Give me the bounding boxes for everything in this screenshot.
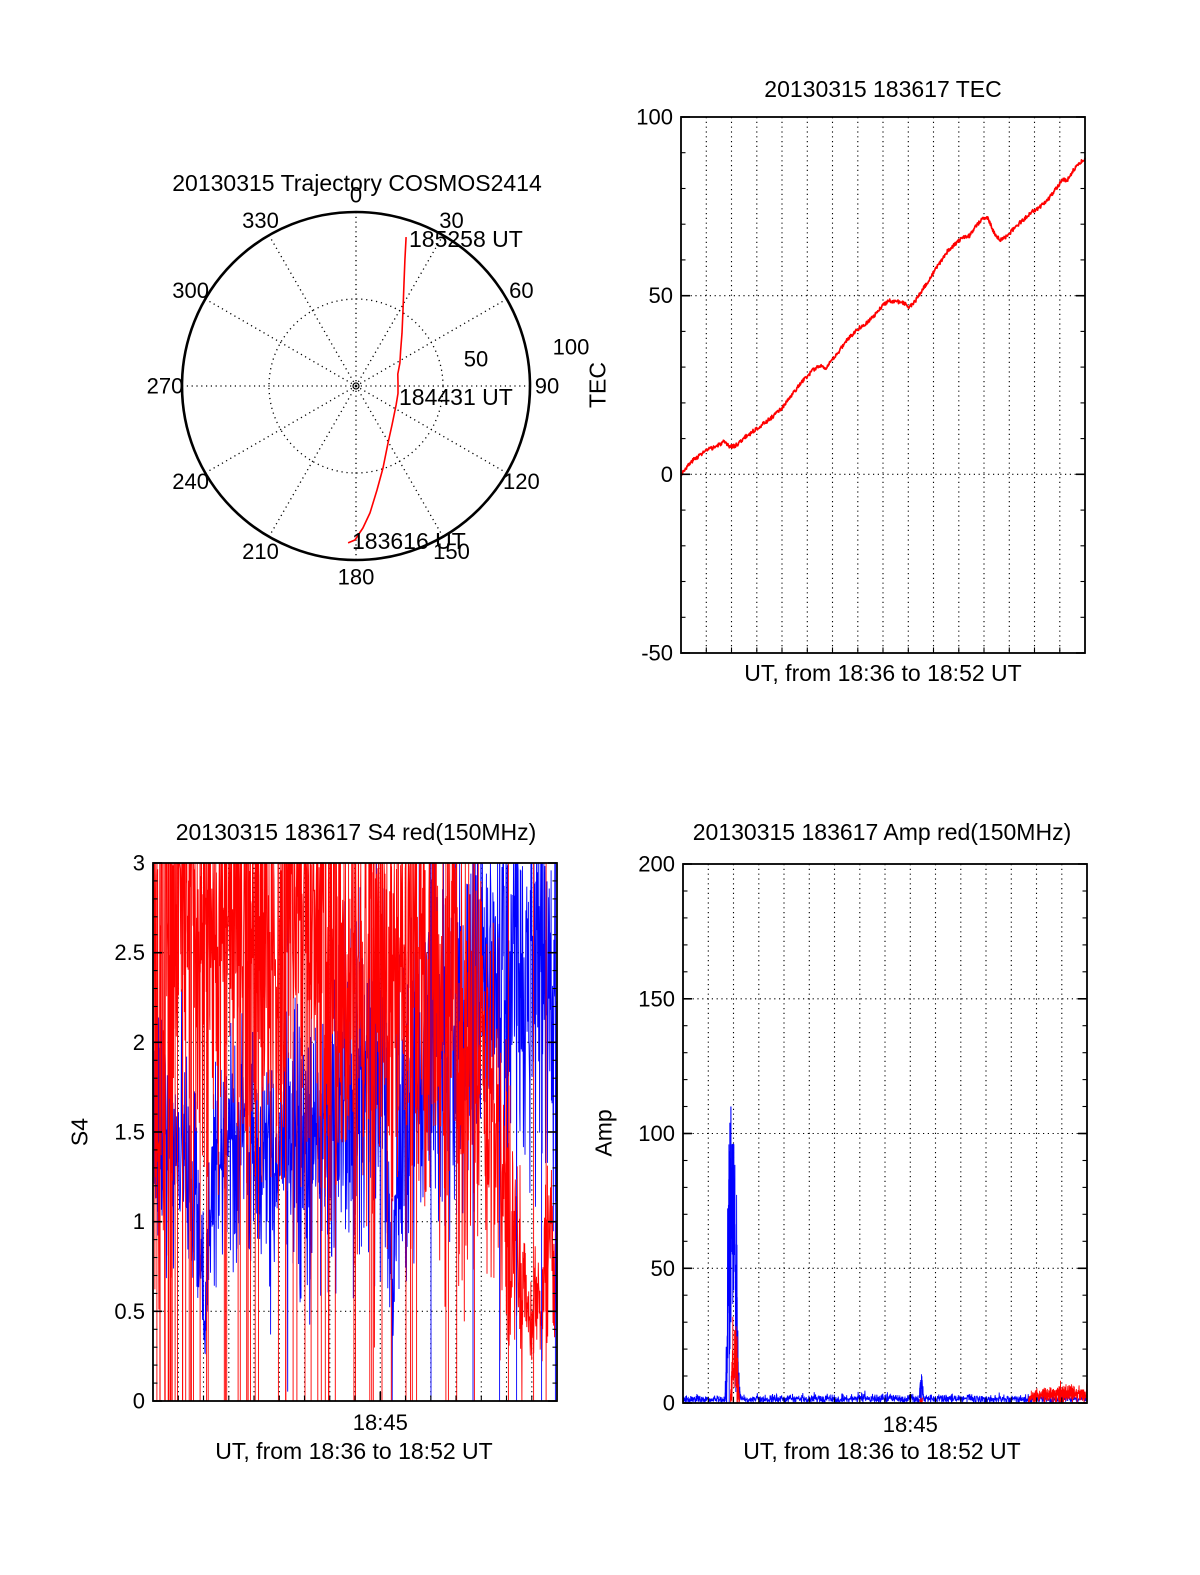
s4-ytick-label: 2.5: [114, 940, 145, 965]
tec-xaxis-label: UT, from 18:36 to 18:52 UT: [744, 660, 1022, 686]
polar-radial-label: 50: [464, 347, 488, 372]
amp-noise-blue: [740, 1390, 920, 1405]
polar-angle-label: 120: [503, 469, 540, 494]
polar-angle-label: 0: [350, 183, 362, 208]
polar-spoke: [268, 234, 357, 387]
polar-angle-label: 90: [535, 374, 559, 399]
s4-noise-red(150MHz): [152, 862, 558, 1402]
amp-xtick-label: 18:45: [883, 1412, 938, 1437]
s4-yaxis-label: S4: [66, 1117, 93, 1147]
polar-angle-label: 300: [172, 278, 209, 303]
amp-plot-title: 20130315 183617 Amp red(150MHz): [692, 819, 1072, 845]
tec-plot: 100 50 0 -50: [636, 105, 1086, 666]
polar-angle-label: 330: [242, 208, 279, 233]
tec-ytick-label: 0: [661, 462, 673, 487]
polar-angle-label: 60: [509, 278, 533, 303]
amp-ytick-label: 200: [638, 852, 675, 877]
polar-plot-title: 20130315 Trajectory COSMOS2414: [172, 170, 542, 196]
polar-spoke: [268, 385, 357, 538]
satellite-trajectory: [347, 237, 407, 544]
amp-yaxis-label: Amp: [590, 1109, 617, 1157]
polar-spoke: [355, 234, 444, 387]
trajectory-time-annotation: 185258 UT: [409, 226, 523, 252]
polar-center-mark: [352, 382, 360, 390]
s4-xaxis-label: UT, from 18:36 to 18:52 UT: [215, 1438, 493, 1464]
s4-ytick-label: 0.5: [114, 1299, 145, 1324]
s4-noise-blue: [152, 862, 558, 1402]
tec-yaxis-label: TEC: [584, 362, 611, 408]
polar-angle-label: 30: [439, 208, 463, 233]
polar-spoke: [204, 298, 357, 387]
amp-ytick-label: 150: [638, 986, 675, 1011]
polar-angle-label: 240: [172, 469, 209, 494]
s4-ytick-label: 2: [133, 1030, 145, 1055]
amp-noise-blue: [918, 1374, 925, 1403]
s4-ytick-label: 1.5: [114, 1120, 145, 1145]
amp-noise-blue: [682, 1393, 726, 1405]
tec-ytick-label: 50: [649, 283, 673, 308]
s4-ytick-label: 0: [133, 1389, 145, 1414]
polar-ring-50: [268, 298, 444, 474]
amp-ytick-label: 100: [638, 1121, 675, 1146]
amp-noise-red(150MHz): [729, 1316, 741, 1403]
s4-ytick-label: 3: [133, 851, 145, 876]
amp-ytick-label: 50: [651, 1256, 675, 1281]
tec-series-TEC: [680, 157, 1086, 477]
amp-plot: 200 150 100 50 0 18:45: [638, 852, 1088, 1437]
polar-outer-circle: [180, 210, 532, 562]
s4-plot-title: 20130315 183617 S4 red(150MHz): [175, 819, 537, 845]
polar-angle-label: 210: [242, 539, 279, 564]
amp-xaxis-label: UT, from 18:36 to 18:52 UT: [743, 1438, 1021, 1464]
polar-angle-label: 180: [338, 565, 375, 590]
polar-radial-label: 100: [553, 335, 590, 360]
trajectory-time-annotation: 184431 UT: [399, 384, 513, 410]
tec-axes-border: [680, 116, 1086, 654]
s4-plot: 3 2.5 2 1.5 1 0.5 0 18:45: [114, 851, 558, 1435]
trajectory-time-annotation: 183616 UT: [352, 528, 466, 554]
polar-angle-label: 150: [433, 539, 470, 564]
s4-ytick-label: 1: [133, 1209, 145, 1234]
amp-ytick-label: 0: [663, 1391, 675, 1416]
s4-xtick-label: 18:45: [353, 1410, 408, 1435]
polar-plot: 0 30 60 90 120 150 180 210 240 270 300 330 50 100 1852…: [147, 183, 590, 590]
polar-angle-label: 270: [147, 374, 184, 399]
tec-plot-title: 20130315 183617 TEC: [764, 76, 1002, 102]
polar-spoke: [204, 385, 357, 474]
amp-noise-red(150MHz): [1027, 1380, 1088, 1404]
tec-ytick-label: -50: [641, 641, 673, 666]
tec-ytick-label: 100: [636, 105, 673, 130]
